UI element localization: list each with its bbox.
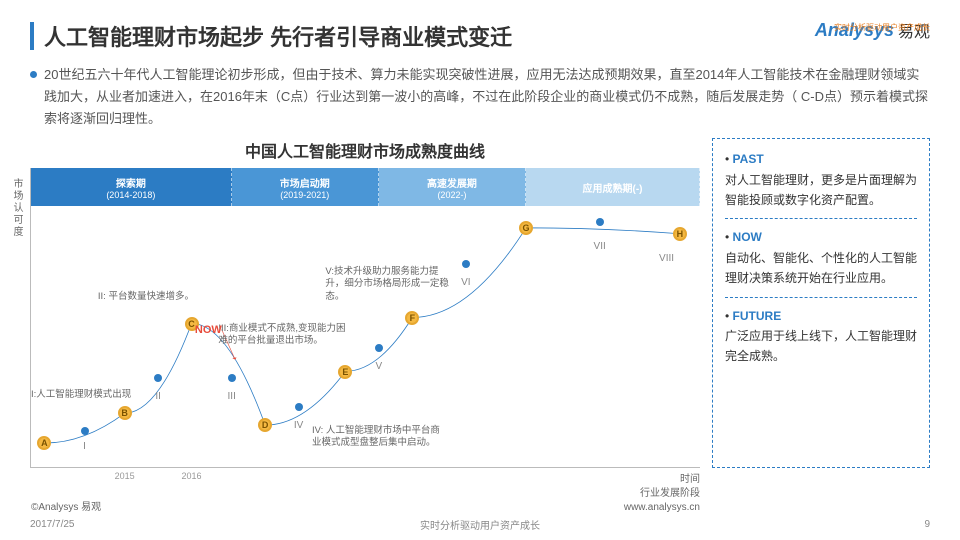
curve-point-F: F: [405, 311, 419, 325]
footer-page: 9: [924, 519, 930, 530]
roman-label: I: [83, 441, 86, 452]
curve-dot: [228, 374, 236, 382]
curve-point-H: H: [673, 227, 687, 241]
roman-label: VI: [461, 277, 470, 288]
title-bar: 人工智能理财市场起步 先行者引导商业模式变迁: [30, 20, 930, 52]
curve-point-D: D: [258, 418, 272, 432]
logo-tagline: 实时分析驱动用户资产成长: [834, 22, 930, 33]
sidebar-item: • NOW自动化、智能化、个性化的人工智能理财决策系统开始在行业应用。: [725, 227, 917, 288]
curve-dot: [375, 344, 383, 352]
maturity-curve-chart: 市场认可度 探索期(2014-2018)市场启动期(2019-2021)高速发展…: [30, 168, 700, 468]
x-axis-stage: 行业发展阶段: [640, 484, 700, 499]
roman-label: III: [228, 391, 236, 402]
footer: 2017/7/25 实时分析驱动用户资产成长 9: [0, 514, 960, 534]
page-title: 人工智能理财市场起步 先行者引导商业模式变迁: [44, 20, 512, 52]
sidebar-divider: [725, 218, 917, 219]
footer-tagline: 实时分析驱动用户资产成长: [420, 517, 540, 532]
roman-label: V: [376, 361, 383, 372]
curve-point-B: B: [118, 406, 132, 420]
curve-svg: [31, 168, 700, 467]
chart-annotation: I:人工智能理财模式出现: [31, 389, 131, 401]
roman-label: VII: [594, 241, 606, 252]
curve-dot: [462, 260, 470, 268]
roman-label: VIII: [659, 253, 674, 264]
chart-title: 中国人工智能理财市场成熟度曲线: [30, 138, 700, 162]
x-axis-time: 时间: [680, 470, 700, 485]
curve-dot: [154, 374, 162, 382]
curve-point-E: E: [338, 365, 352, 379]
chart-annotation: III:商业模式不成熟,变现能力困难的平台批量退出市场。: [218, 323, 348, 348]
sidebar-panel: • PAST对人工智能理财，更多是片面理解为智能投顾或数字化资产配置。 • NOW…: [712, 138, 930, 468]
y-axis-label: 市场认可度: [9, 178, 24, 238]
title-marker: [30, 22, 34, 50]
chart-container: 中国人工智能理财市场成熟度曲线 市场认可度 探索期(2014-2018)市场启动…: [30, 138, 700, 468]
curve-dot: [295, 403, 303, 411]
roman-label: II: [155, 391, 161, 402]
now-marker: NOW: [195, 324, 222, 336]
curve-dot: [596, 218, 604, 226]
chart-annotation: II: 平台数量快速增多。: [98, 291, 194, 303]
sidebar-divider: [725, 297, 917, 298]
roman-label: IV: [294, 420, 303, 431]
sidebar-item: • PAST对人工智能理财，更多是片面理解为智能投顾或数字化资产配置。: [725, 149, 917, 210]
x-tick: 2015: [115, 471, 135, 481]
curve-dot: [81, 427, 89, 435]
chart-url: www.analysys.cn: [624, 502, 700, 513]
curve-point-G: G: [519, 221, 533, 235]
x-tick: 2016: [182, 471, 202, 481]
sidebar-item: • FUTURE广泛应用于线上线下，人工智能理财完全成熟。: [725, 306, 917, 367]
intro-paragraph: 20世纪五六十年代人工智能理论初步形成，但由于技术、算力未能实现突破性进展，应用…: [30, 64, 930, 130]
chart-annotation: IV: 人工智能理财市场中平台商业模式成型盘整后集中启动。: [312, 425, 442, 450]
curve-point-A: A: [37, 436, 51, 450]
footer-date: 2017/7/25: [30, 519, 75, 530]
chart-annotation: V:技术升级助力服务能力提升，细分市场格局形成一定稳态。: [325, 266, 455, 303]
chart-copyright: ©Analysys 易观: [31, 498, 101, 513]
